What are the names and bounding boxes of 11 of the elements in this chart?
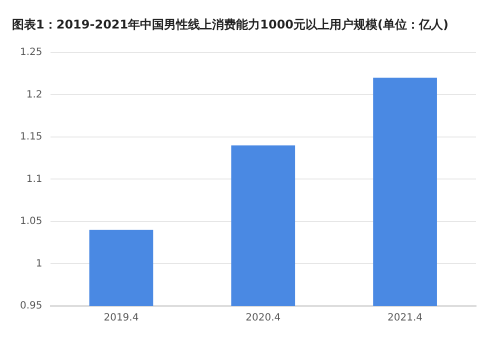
chart-title: 图表1：2019-2021年中国男性线上消费能力1000元以上用户规模(单位：亿人) xyxy=(12,17,448,32)
x-tick-label: 2019.4 xyxy=(104,312,139,324)
y-tick-label: 1.25 xyxy=(20,46,42,58)
x-tick-label: 2021.4 xyxy=(388,312,423,324)
x-tick-label: 2020.4 xyxy=(246,312,281,324)
y-tick-label: 1.1 xyxy=(26,174,42,185)
y-tick-label: 0.95 xyxy=(20,300,42,312)
y-tick-label: 1.2 xyxy=(26,89,42,100)
y-tick-label: 1 xyxy=(36,258,42,270)
y-tick-label: 1.15 xyxy=(20,132,42,143)
y-tick-label: 1.05 xyxy=(20,216,42,228)
